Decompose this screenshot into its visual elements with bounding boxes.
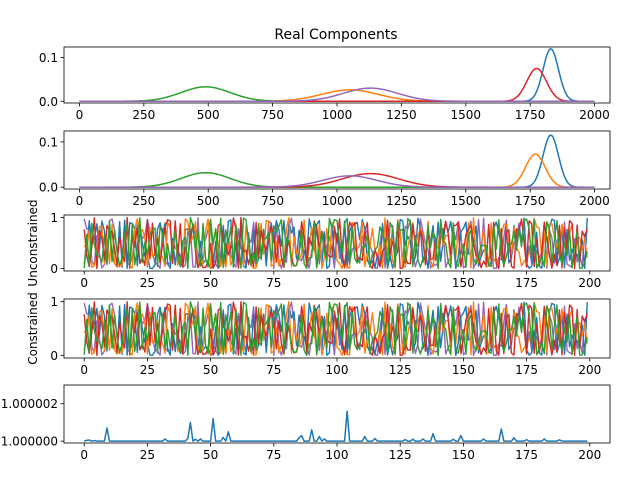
series-line-4	[83, 301, 588, 357]
x-tick-label: 25	[140, 276, 155, 290]
y-tick-label: 1.000002	[1, 397, 58, 411]
series-line-2	[79, 153, 595, 188]
series-line-1	[79, 134, 595, 188]
x-tick-label: 175	[515, 363, 538, 377]
x-tick-label: 1250	[386, 108, 417, 122]
subplot-5: 0 25 50 75 100 125 150 175 200 1.000000 1.000002	[1, 384, 611, 462]
x-tick-label: 200	[578, 363, 601, 377]
y-tick-label: 0	[50, 349, 58, 363]
subplot-4: 0 25 50 75 100 125 150 175 200 0 1 Constrained	[26, 292, 611, 377]
x-tick-label: 125	[389, 276, 412, 290]
series-line-2	[83, 301, 588, 356]
plot-area	[83, 301, 588, 357]
x-tick-label: 125	[389, 448, 412, 462]
x-tick-label: 750	[261, 194, 284, 208]
x-tick-label: 50	[203, 448, 218, 462]
subplot-2: 0 250 500 750 1000 1250 1500 1750 2000 0.0 0.1	[39, 130, 611, 208]
x-tick-label: 1750	[515, 108, 546, 122]
x-tick-label: 2000	[579, 194, 610, 208]
plot-area	[84, 410, 588, 442]
x-tick-label: 50	[203, 276, 218, 290]
subplot-3: 0 25 50 75 100 125 150 175 200 0 1 Unconstrained	[26, 199, 611, 290]
x-tick-label: 1500	[451, 108, 482, 122]
series-line-4	[79, 67, 595, 102]
x-tick-label: 150	[452, 448, 475, 462]
x-tick-label: 175	[515, 276, 538, 290]
plot-area	[79, 134, 595, 188]
x-tick-label: 150	[452, 363, 475, 377]
x-tick-label: 75	[266, 363, 281, 377]
x-tick-label: 0	[76, 194, 84, 208]
series-line-5	[79, 175, 595, 188]
y-axis-label: Unconstrained	[26, 199, 40, 286]
x-tick-label: 0	[80, 276, 88, 290]
x-tick-label: 200	[578, 276, 601, 290]
x-tick-label: 1500	[451, 194, 482, 208]
x-tick-label: 1000	[322, 108, 353, 122]
x-tick-label: 750	[261, 108, 284, 122]
series-line-3	[83, 301, 588, 357]
x-tick-label: 500	[197, 194, 220, 208]
x-tick-label: 0	[76, 108, 84, 122]
y-axis-label: Constrained	[26, 292, 40, 365]
series-line-3	[83, 216, 588, 270]
x-tick-label: 1750	[515, 194, 546, 208]
x-tick-label: 150	[452, 276, 475, 290]
x-tick-label: 100	[326, 363, 349, 377]
axes-frame	[63, 384, 611, 444]
x-tick-label: 500	[197, 108, 220, 122]
x-tick-label: 1000	[322, 194, 353, 208]
series-line-1	[79, 48, 595, 102]
x-tick-label: 50	[203, 363, 218, 377]
y-tick-label: 1.000000	[1, 435, 58, 449]
series-line-3	[79, 86, 595, 102]
subplot-1: 0 250 500 750 1000 1250 1500 1750 2000 0.0 0.1	[39, 46, 611, 122]
x-tick-label: 2000	[579, 108, 610, 122]
y-tick-label: 0.1	[39, 51, 58, 65]
y-tick-label: 0	[50, 262, 58, 276]
x-tick-label: 0	[80, 448, 88, 462]
y-tick-label: 0.1	[39, 135, 58, 149]
x-tick-label: 25	[140, 448, 155, 462]
series-line-1	[84, 410, 588, 442]
x-tick-label: 100	[326, 276, 349, 290]
y-tick-label: 0.0	[39, 95, 58, 109]
x-tick-label: 25	[140, 363, 155, 377]
y-tick-label: 1	[50, 295, 58, 309]
x-tick-label: 100	[326, 448, 349, 462]
x-tick-label: 75	[266, 276, 281, 290]
series-line-4	[83, 216, 588, 270]
x-tick-label: 0	[80, 363, 88, 377]
x-tick-label: 75	[266, 448, 281, 462]
plot-area	[83, 216, 588, 270]
x-tick-label: 250	[132, 108, 155, 122]
x-tick-label: 125	[389, 363, 412, 377]
x-tick-label: 200	[578, 448, 601, 462]
y-tick-label: 1	[50, 211, 58, 225]
x-tick-label: 175	[515, 448, 538, 462]
figure-title: Real Components	[274, 27, 397, 43]
y-tick-label: 0.0	[39, 181, 58, 195]
x-tick-label: 1250	[386, 194, 417, 208]
x-tick-label: 250	[132, 194, 155, 208]
series-line-5	[79, 87, 595, 102]
series-line-2	[83, 216, 588, 270]
plot-area	[79, 48, 595, 102]
